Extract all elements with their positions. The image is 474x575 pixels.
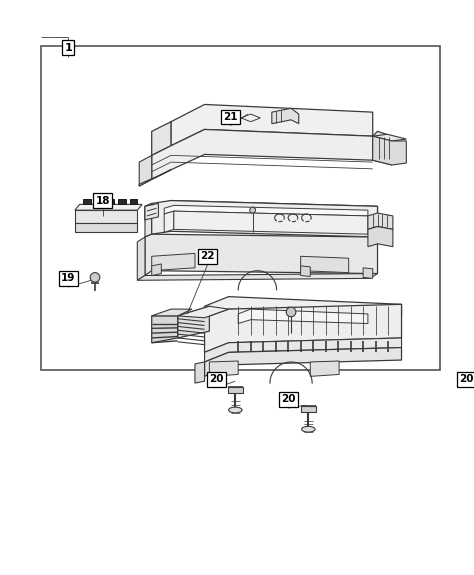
Ellipse shape bbox=[228, 407, 242, 413]
Polygon shape bbox=[368, 213, 393, 229]
Polygon shape bbox=[152, 201, 377, 218]
Polygon shape bbox=[152, 316, 178, 343]
Polygon shape bbox=[145, 204, 152, 237]
Polygon shape bbox=[137, 237, 145, 280]
Polygon shape bbox=[195, 362, 205, 383]
Text: 1: 1 bbox=[64, 43, 72, 53]
Bar bbox=[41, 46, 440, 370]
Polygon shape bbox=[210, 361, 238, 377]
Circle shape bbox=[286, 307, 296, 317]
Text: 22: 22 bbox=[200, 251, 215, 261]
Polygon shape bbox=[272, 108, 299, 124]
Polygon shape bbox=[137, 274, 377, 280]
Polygon shape bbox=[301, 256, 349, 273]
Polygon shape bbox=[373, 136, 406, 165]
Text: 20: 20 bbox=[460, 374, 474, 384]
Polygon shape bbox=[129, 198, 137, 204]
Polygon shape bbox=[174, 211, 368, 234]
Polygon shape bbox=[178, 306, 210, 338]
Polygon shape bbox=[145, 204, 152, 221]
Polygon shape bbox=[205, 338, 401, 362]
Polygon shape bbox=[301, 406, 316, 412]
Polygon shape bbox=[228, 387, 243, 393]
Polygon shape bbox=[373, 136, 392, 165]
Polygon shape bbox=[152, 129, 373, 179]
Polygon shape bbox=[301, 266, 310, 277]
Text: 20: 20 bbox=[281, 394, 295, 404]
Text: 18: 18 bbox=[95, 196, 110, 205]
Polygon shape bbox=[152, 254, 195, 271]
Polygon shape bbox=[238, 309, 368, 324]
Polygon shape bbox=[118, 198, 126, 204]
Polygon shape bbox=[310, 361, 339, 377]
Polygon shape bbox=[75, 204, 142, 210]
Polygon shape bbox=[83, 198, 91, 204]
Polygon shape bbox=[164, 211, 174, 232]
Polygon shape bbox=[164, 205, 368, 216]
Polygon shape bbox=[152, 201, 377, 237]
Circle shape bbox=[250, 207, 255, 213]
Circle shape bbox=[90, 273, 100, 282]
Ellipse shape bbox=[301, 426, 315, 432]
Polygon shape bbox=[145, 204, 158, 220]
Polygon shape bbox=[152, 309, 192, 316]
Polygon shape bbox=[95, 198, 103, 204]
Polygon shape bbox=[139, 155, 152, 186]
Polygon shape bbox=[152, 122, 171, 155]
Text: 21: 21 bbox=[223, 112, 238, 122]
Polygon shape bbox=[75, 210, 137, 223]
Polygon shape bbox=[205, 347, 401, 377]
Polygon shape bbox=[373, 134, 406, 141]
Text: 20: 20 bbox=[209, 374, 223, 384]
Polygon shape bbox=[107, 198, 114, 204]
Polygon shape bbox=[75, 223, 137, 232]
Polygon shape bbox=[368, 227, 393, 247]
Polygon shape bbox=[178, 306, 228, 318]
Polygon shape bbox=[373, 131, 392, 141]
Polygon shape bbox=[205, 304, 401, 352]
Polygon shape bbox=[363, 268, 373, 278]
Polygon shape bbox=[139, 170, 171, 186]
Polygon shape bbox=[171, 105, 373, 146]
Polygon shape bbox=[152, 264, 161, 275]
Text: 19: 19 bbox=[61, 273, 75, 283]
Polygon shape bbox=[145, 234, 377, 275]
Polygon shape bbox=[205, 297, 401, 318]
